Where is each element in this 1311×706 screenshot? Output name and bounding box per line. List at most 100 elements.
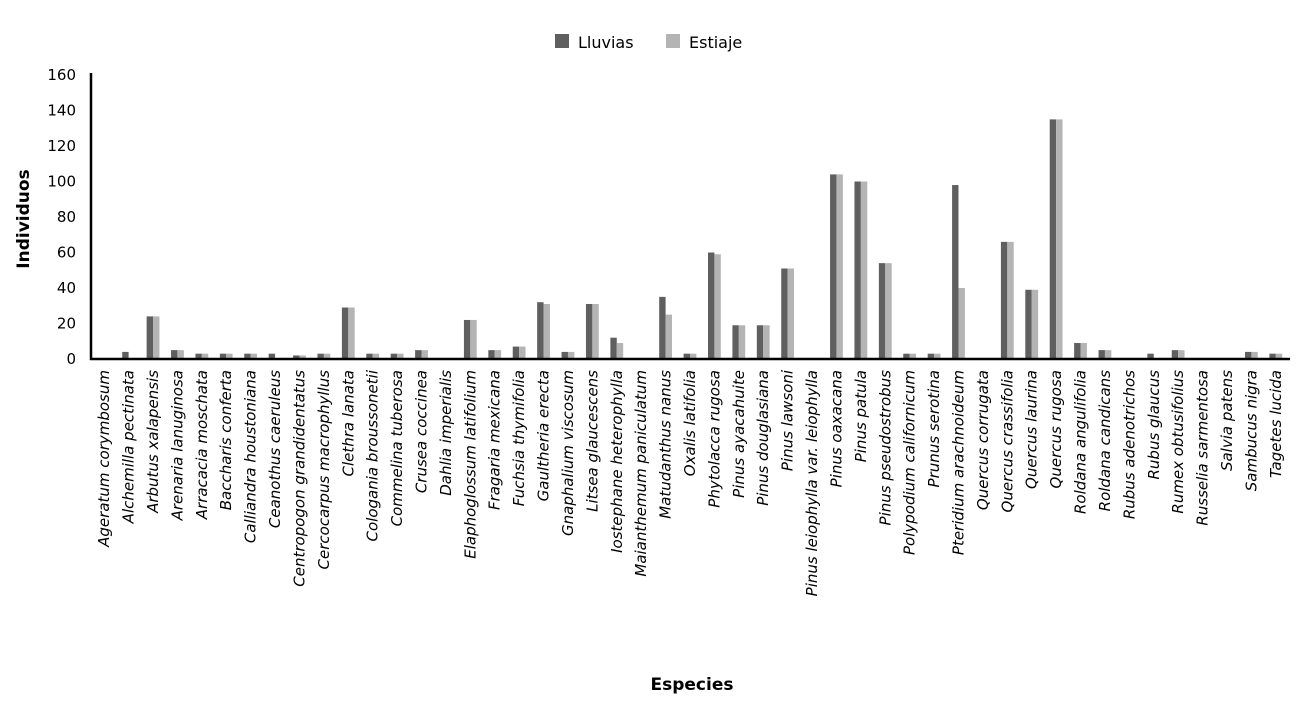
bar-lluvias: [756, 325, 764, 359]
bar-estiaje: [836, 174, 843, 359]
x-category-label: Quercus rugosa: [1047, 370, 1065, 488]
x-category-label: Arenaria lanuginosa: [168, 370, 186, 521]
x-axis-title: Especies: [651, 675, 734, 695]
x-category-label: Centropogon grandidentatus: [290, 370, 308, 587]
bar-estiaje: [519, 346, 526, 359]
bar-estiaje: [1275, 353, 1283, 359]
bar-estiaje: [543, 303, 550, 359]
bar-lluvias: [683, 353, 690, 359]
x-category-label: Ageratum corymbosum: [95, 370, 113, 548]
bar-estiaje: [397, 353, 404, 359]
bar-lluvias: [293, 355, 300, 359]
x-category-label: Rubus adenotrichos: [1120, 370, 1138, 519]
bar-lluvias: [390, 353, 398, 359]
x-category-label: Cologania broussonetii: [364, 369, 382, 541]
x-category-label: Cercocarpus macrophyllus: [315, 370, 333, 570]
bar-lluvias: [878, 263, 886, 359]
bar-lluvias: [122, 351, 129, 359]
bar-estiaje: [421, 350, 428, 360]
bar-estiaje: [763, 325, 770, 359]
bar-estiaje: [1031, 289, 1039, 359]
x-category-label: Pinus lawsoni: [779, 369, 797, 471]
bar-lluvias: [146, 316, 154, 359]
bar-estiaje: [1104, 350, 1112, 360]
bar-estiaje: [592, 303, 599, 359]
bar-estiaje: [885, 263, 892, 359]
y-tick-label: 120: [47, 137, 76, 155]
y-tick-label: 160: [47, 66, 76, 84]
bar-estiaje: [226, 353, 233, 359]
y-tick-label: 20: [57, 315, 76, 333]
x-category-label: Rubus glaucus: [1145, 370, 1163, 480]
bar-estiaje: [1007, 241, 1014, 359]
legend-swatch-estiaje: [666, 34, 680, 48]
bar-lluvias: [781, 268, 788, 359]
bar-lluvias: [830, 174, 837, 359]
bar-estiaje: [934, 353, 941, 359]
bar-lluvias: [463, 319, 471, 359]
bar-estiaje: [470, 319, 477, 359]
bar-estiaje: [616, 343, 624, 359]
x-category-label: Polypodium californicum: [901, 370, 919, 555]
bar-lluvias: [732, 325, 739, 359]
bar-estiaje: [494, 350, 502, 360]
x-category-label: Dahlia imperialis: [437, 370, 455, 496]
bar-estiaje: [372, 353, 380, 359]
x-category-label: Gnaphalium viscosum: [559, 370, 577, 536]
x-category-label: Fragaria mexicana: [486, 370, 504, 510]
bar-estiaje: [1080, 343, 1087, 359]
legend-swatch-lluvias: [555, 34, 569, 48]
x-category-label: Pinus patula: [852, 370, 870, 462]
bar-lluvias: [1244, 351, 1252, 359]
x-category-label: Iostephane heterophylla: [608, 370, 626, 553]
bar-estiaje: [860, 181, 868, 359]
bar-lluvias: [171, 350, 178, 360]
bars: [122, 119, 1283, 360]
y-tick-label: 140: [47, 102, 76, 120]
bar-lluvias: [610, 337, 617, 359]
bar-lluvias: [1074, 343, 1081, 359]
x-category-label: Quercus corrugata: [974, 370, 992, 510]
bar-lluvias: [415, 350, 422, 360]
bar-estiaje: [714, 254, 721, 359]
x-category-label: Roldana angulifolia: [1072, 370, 1090, 514]
x-category-label: Quercus crassifolia: [998, 370, 1016, 512]
x-category-label: Pteridium arachnoideum: [949, 370, 967, 555]
bar-lluvias: [195, 353, 202, 359]
legend-label-estiaje: Estiaje: [689, 33, 742, 52]
bar-lluvias: [1025, 289, 1032, 359]
x-category-label: Prunus serotina: [925, 370, 943, 487]
x-category-label: Matudanthus nanus: [657, 370, 675, 519]
y-tick-label: 40: [57, 279, 76, 297]
y-tick-label: 100: [47, 173, 76, 191]
bar-lluvias: [1171, 350, 1179, 360]
x-category-label: Baccharis conferta: [217, 370, 235, 510]
bar-lluvias: [1269, 353, 1276, 359]
bar-lluvias: [1049, 119, 1057, 360]
x-category-label: Ceanothus caeruleus: [266, 370, 284, 528]
x-category-label: Pinus oaxacana: [827, 370, 845, 487]
x-category-label: Phytolacca rugosa: [705, 370, 723, 508]
x-category-label: Pinus leiophylla var. leiophylla: [803, 370, 821, 596]
bar-estiaje: [690, 353, 697, 359]
x-category-label: Clethra lanata: [339, 370, 357, 477]
x-category-label: Quercus laurina: [1023, 370, 1041, 489]
bar-estiaje: [665, 314, 672, 360]
bar-lluvias: [537, 302, 544, 359]
bar-estiaje: [1251, 351, 1258, 359]
y-axis-title: Individuos: [14, 169, 34, 268]
x-category-label: Pinus douglasiana: [754, 370, 772, 506]
x-category-label: Pinus ayacahuite: [730, 370, 748, 498]
bar-lluvias: [366, 353, 373, 359]
x-category-label: Salvia patens: [1218, 370, 1236, 471]
bar-lluvias: [854, 181, 861, 359]
bar-lluvias: [927, 353, 935, 359]
x-category-label: Crusea coccinea: [413, 370, 431, 493]
bar-estiaje: [250, 353, 258, 359]
x-category-label: Gaultheria erecta: [535, 370, 553, 501]
bar-lluvias: [561, 351, 568, 359]
bar-lluvias: [903, 353, 910, 359]
bar-estiaje: [787, 268, 795, 359]
x-category-label: Russelia sarmentosa: [1194, 370, 1212, 526]
